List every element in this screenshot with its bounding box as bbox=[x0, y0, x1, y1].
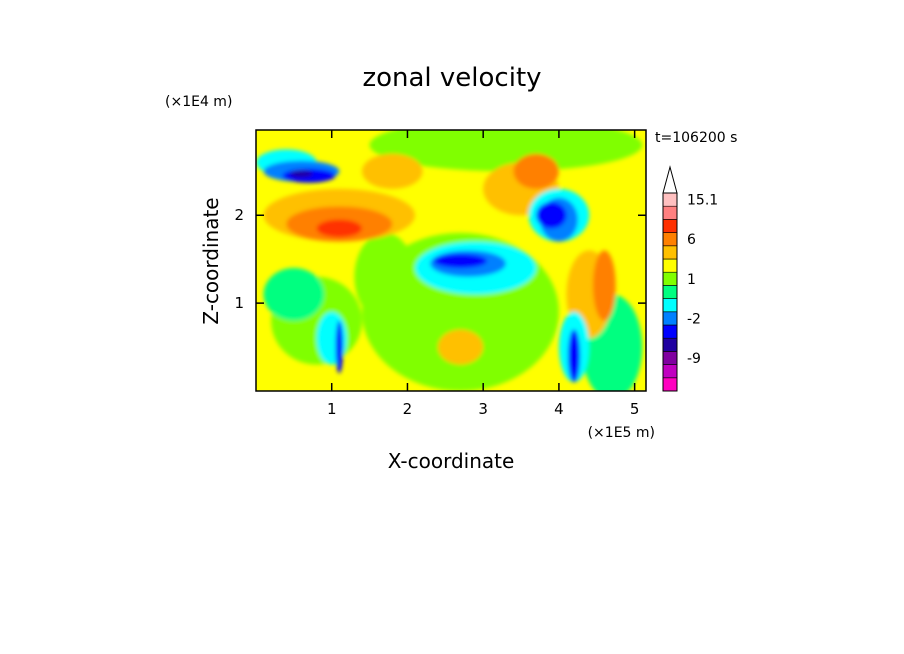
x-tick-label: 4 bbox=[554, 400, 564, 418]
colorbar-swatch bbox=[662, 205, 678, 220]
colorbar-label: 1 bbox=[687, 272, 696, 288]
field-patches bbox=[256, 130, 643, 391]
colorbar-swatch bbox=[662, 192, 678, 207]
x-axis-ticks: 1 2 3 4 5 bbox=[327, 130, 639, 418]
y-tick-label: 1 bbox=[234, 294, 244, 312]
field-patch bbox=[437, 329, 484, 365]
plot-field bbox=[256, 130, 646, 391]
x-tick-label: 1 bbox=[327, 400, 337, 418]
colorbar-swatch bbox=[662, 311, 678, 326]
colorbar-swatch bbox=[662, 324, 678, 339]
colorbar-label: 15.1 bbox=[687, 193, 718, 209]
colorbar-label: 6 bbox=[687, 232, 696, 248]
colorbar-swatch bbox=[662, 351, 678, 365]
x-tick-label: 5 bbox=[630, 400, 640, 418]
colorbar-swatch bbox=[662, 271, 678, 286]
field-patch bbox=[592, 250, 616, 321]
field-patch bbox=[354, 232, 416, 321]
y-tick-label: 2 bbox=[234, 206, 244, 224]
time-label: t=106200 s bbox=[655, 130, 737, 146]
colorbar-overflow-triangle bbox=[662, 165, 678, 194]
field-patch bbox=[316, 219, 363, 238]
colorbar-swatch bbox=[662, 285, 678, 299]
x-tick-label: 2 bbox=[403, 400, 413, 418]
field-patch bbox=[568, 329, 581, 383]
colorbar-swatch bbox=[662, 258, 678, 273]
field-patch bbox=[362, 153, 423, 189]
y-axis-label: Z-coordinate bbox=[199, 197, 223, 324]
colorbar-swatch bbox=[662, 377, 678, 392]
plot-frame bbox=[255, 129, 647, 392]
field-patch bbox=[536, 202, 567, 229]
x-axis-label: X-coordinate bbox=[388, 449, 515, 473]
colorbar-swatch bbox=[662, 337, 678, 352]
colorbar-swatch bbox=[662, 364, 678, 379]
field-patch bbox=[263, 267, 325, 321]
field-patch bbox=[369, 130, 643, 172]
field-patch bbox=[433, 253, 487, 268]
field-patch bbox=[513, 153, 559, 189]
x-unit-label: (×1E5 m) bbox=[588, 425, 655, 441]
colorbar-swatch bbox=[662, 298, 678, 313]
y-unit-label: (×1E4 m) bbox=[165, 94, 232, 110]
colorbar-swatch bbox=[662, 245, 678, 260]
colorbar-label: -9 bbox=[687, 351, 701, 367]
chart-title: zonal velocity bbox=[362, 63, 541, 93]
colorbar: -9 -2 1 6 15.1 bbox=[662, 165, 718, 392]
colorbar-swatch bbox=[662, 232, 678, 247]
y-axis-ticks: 12 bbox=[234, 206, 646, 312]
field-patch bbox=[335, 320, 344, 374]
field-patch bbox=[290, 170, 313, 178]
colorbar-label: -2 bbox=[687, 311, 701, 327]
colorbar-swatch bbox=[662, 219, 678, 233]
x-tick-label: 3 bbox=[478, 400, 488, 418]
colorbar-frame bbox=[662, 192, 678, 392]
